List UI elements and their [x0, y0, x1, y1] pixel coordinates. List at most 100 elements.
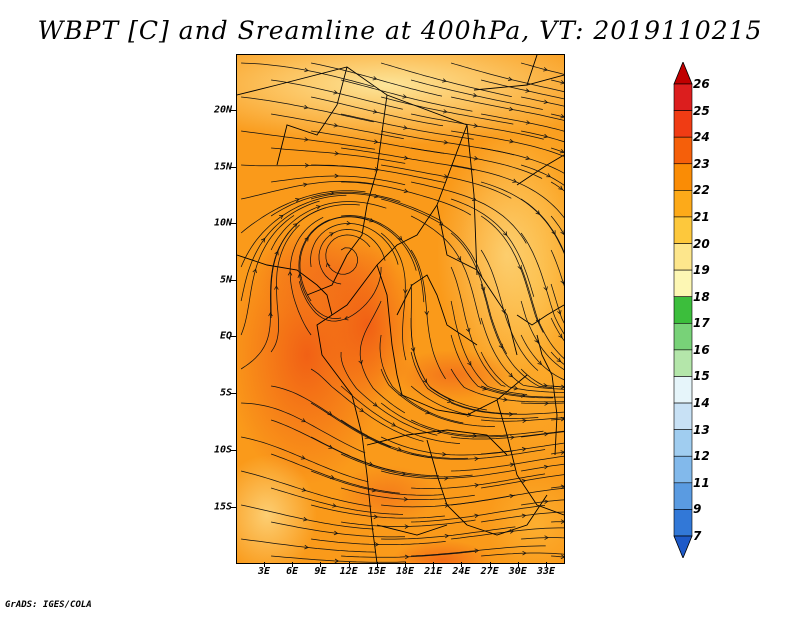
streamline — [551, 79, 564, 84]
streamline-arrowhead — [543, 67, 548, 72]
colorbar-label: 18 — [693, 289, 710, 304]
streamline-arrowhead — [544, 535, 549, 540]
streamline — [480, 317, 564, 390]
colorbar-label: 20 — [693, 236, 710, 251]
longitude-label: 12E — [339, 566, 358, 577]
colorbar-label: 22 — [693, 183, 710, 198]
colorbar-segment — [673, 269, 693, 298]
streamline-arrowhead — [252, 268, 257, 274]
streamline-arrowhead — [457, 256, 462, 262]
longitude-tick — [489, 562, 491, 567]
streamline-arrowhead — [447, 398, 452, 403]
streamline-arrowhead — [303, 516, 308, 522]
longitude-label: 21E — [424, 566, 443, 577]
map-panel[interactable] — [236, 54, 565, 564]
streamline-arrowhead — [442, 451, 447, 457]
streamline-arrowhead — [509, 493, 515, 499]
streamline-arrowhead — [560, 279, 564, 285]
colorbar-segment — [673, 349, 693, 377]
colorbar-top-arrow — [673, 62, 693, 85]
streamline — [450, 368, 564, 403]
streamline-arrowhead — [274, 285, 279, 290]
streamline-arrowhead — [332, 503, 337, 508]
colorbar-segment — [673, 136, 693, 165]
colorbar-label: 23 — [693, 156, 710, 171]
latitude-label: 5N — [219, 274, 232, 286]
colorbar-label: 25 — [693, 103, 710, 118]
streamline-arrowhead — [472, 433, 477, 438]
streamline-arrowhead — [372, 109, 378, 114]
streamline-arrowhead — [334, 558, 340, 563]
streamline-arrowhead — [551, 230, 556, 235]
streamline-arrowhead — [424, 310, 429, 316]
colorbar-label: 24 — [693, 130, 710, 145]
streamline-arrowhead — [537, 360, 543, 366]
streamline-arrowhead — [560, 554, 564, 559]
streamline-arrowhead — [509, 462, 515, 467]
streamline-arrowhead — [401, 471, 407, 477]
streamline-arrowhead — [508, 106, 514, 112]
streamline-arrowhead — [333, 123, 339, 128]
longitude-label: 27E — [480, 566, 499, 577]
streamline — [481, 147, 564, 174]
streamline-arrowhead — [373, 514, 379, 519]
longitude-label: 30E — [508, 566, 527, 577]
streamline-arrowhead — [439, 221, 444, 226]
streamline-arrowhead — [397, 235, 403, 241]
longitude-tick — [405, 562, 406, 567]
streamline-arrowhead — [304, 236, 309, 242]
streamline-arrowhead — [442, 109, 448, 114]
longitude-tick — [320, 562, 322, 567]
map-canvas — [237, 55, 564, 563]
streamline-arrowhead — [334, 173, 340, 179]
streamline — [551, 385, 564, 388]
streamline-arrowhead — [334, 151, 340, 156]
streamline-arrowhead — [372, 76, 378, 81]
streamline-arrowhead — [268, 311, 273, 317]
streamline — [481, 113, 564, 132]
streamline-arrowhead — [543, 133, 549, 139]
longitude-tick — [546, 562, 547, 567]
streamline — [451, 430, 564, 440]
longitude-label: 6E — [286, 566, 299, 577]
streamline-arrowhead — [543, 286, 548, 292]
streamline-arrowhead — [372, 402, 378, 407]
colorbar-segment — [673, 482, 693, 510]
streamline-arrowhead — [422, 378, 428, 384]
streamline-arrowhead — [521, 478, 527, 484]
streamline-arrowhead — [560, 450, 564, 455]
streamline-arrowhead — [444, 476, 449, 481]
streamline-arrowhead — [467, 412, 472, 417]
streamline-arrowhead — [300, 455, 306, 460]
longitude-label: 24E — [452, 566, 471, 577]
colorbar-label: 17 — [693, 316, 710, 331]
streamline-arrowhead — [560, 114, 564, 119]
streamline — [550, 147, 564, 153]
streamline-arrowhead — [560, 384, 564, 390]
longitude-tick — [348, 562, 350, 567]
streamline-arrowhead — [403, 125, 408, 130]
streamline — [550, 215, 564, 236]
colorbar-segment — [673, 163, 693, 191]
latitude-label: 15S — [213, 501, 232, 513]
streamline-arrowhead — [403, 496, 409, 502]
colorbar-label: 9 — [693, 502, 702, 517]
streamline-arrowhead — [358, 359, 363, 365]
streamline-arrowhead — [391, 422, 397, 427]
streamline-arrowhead — [508, 372, 514, 378]
longitude-tick — [292, 562, 294, 567]
streamline-arrowhead — [559, 149, 564, 154]
latitude-tick — [231, 110, 236, 111]
colorbar-segment — [673, 110, 693, 138]
streamline-arrowhead — [522, 550, 527, 556]
streamline — [520, 198, 564, 253]
streamline-arrowhead — [509, 138, 514, 144]
streamline-arrowhead — [403, 155, 409, 161]
streamline-arrowhead — [371, 487, 377, 493]
streamline-arrowhead — [466, 327, 471, 333]
streamline-arrowhead — [472, 93, 478, 98]
longitude-label: 15E — [367, 566, 386, 577]
colorbar-segment — [673, 243, 693, 271]
latitude-tick — [231, 450, 236, 451]
streamline — [481, 79, 564, 100]
